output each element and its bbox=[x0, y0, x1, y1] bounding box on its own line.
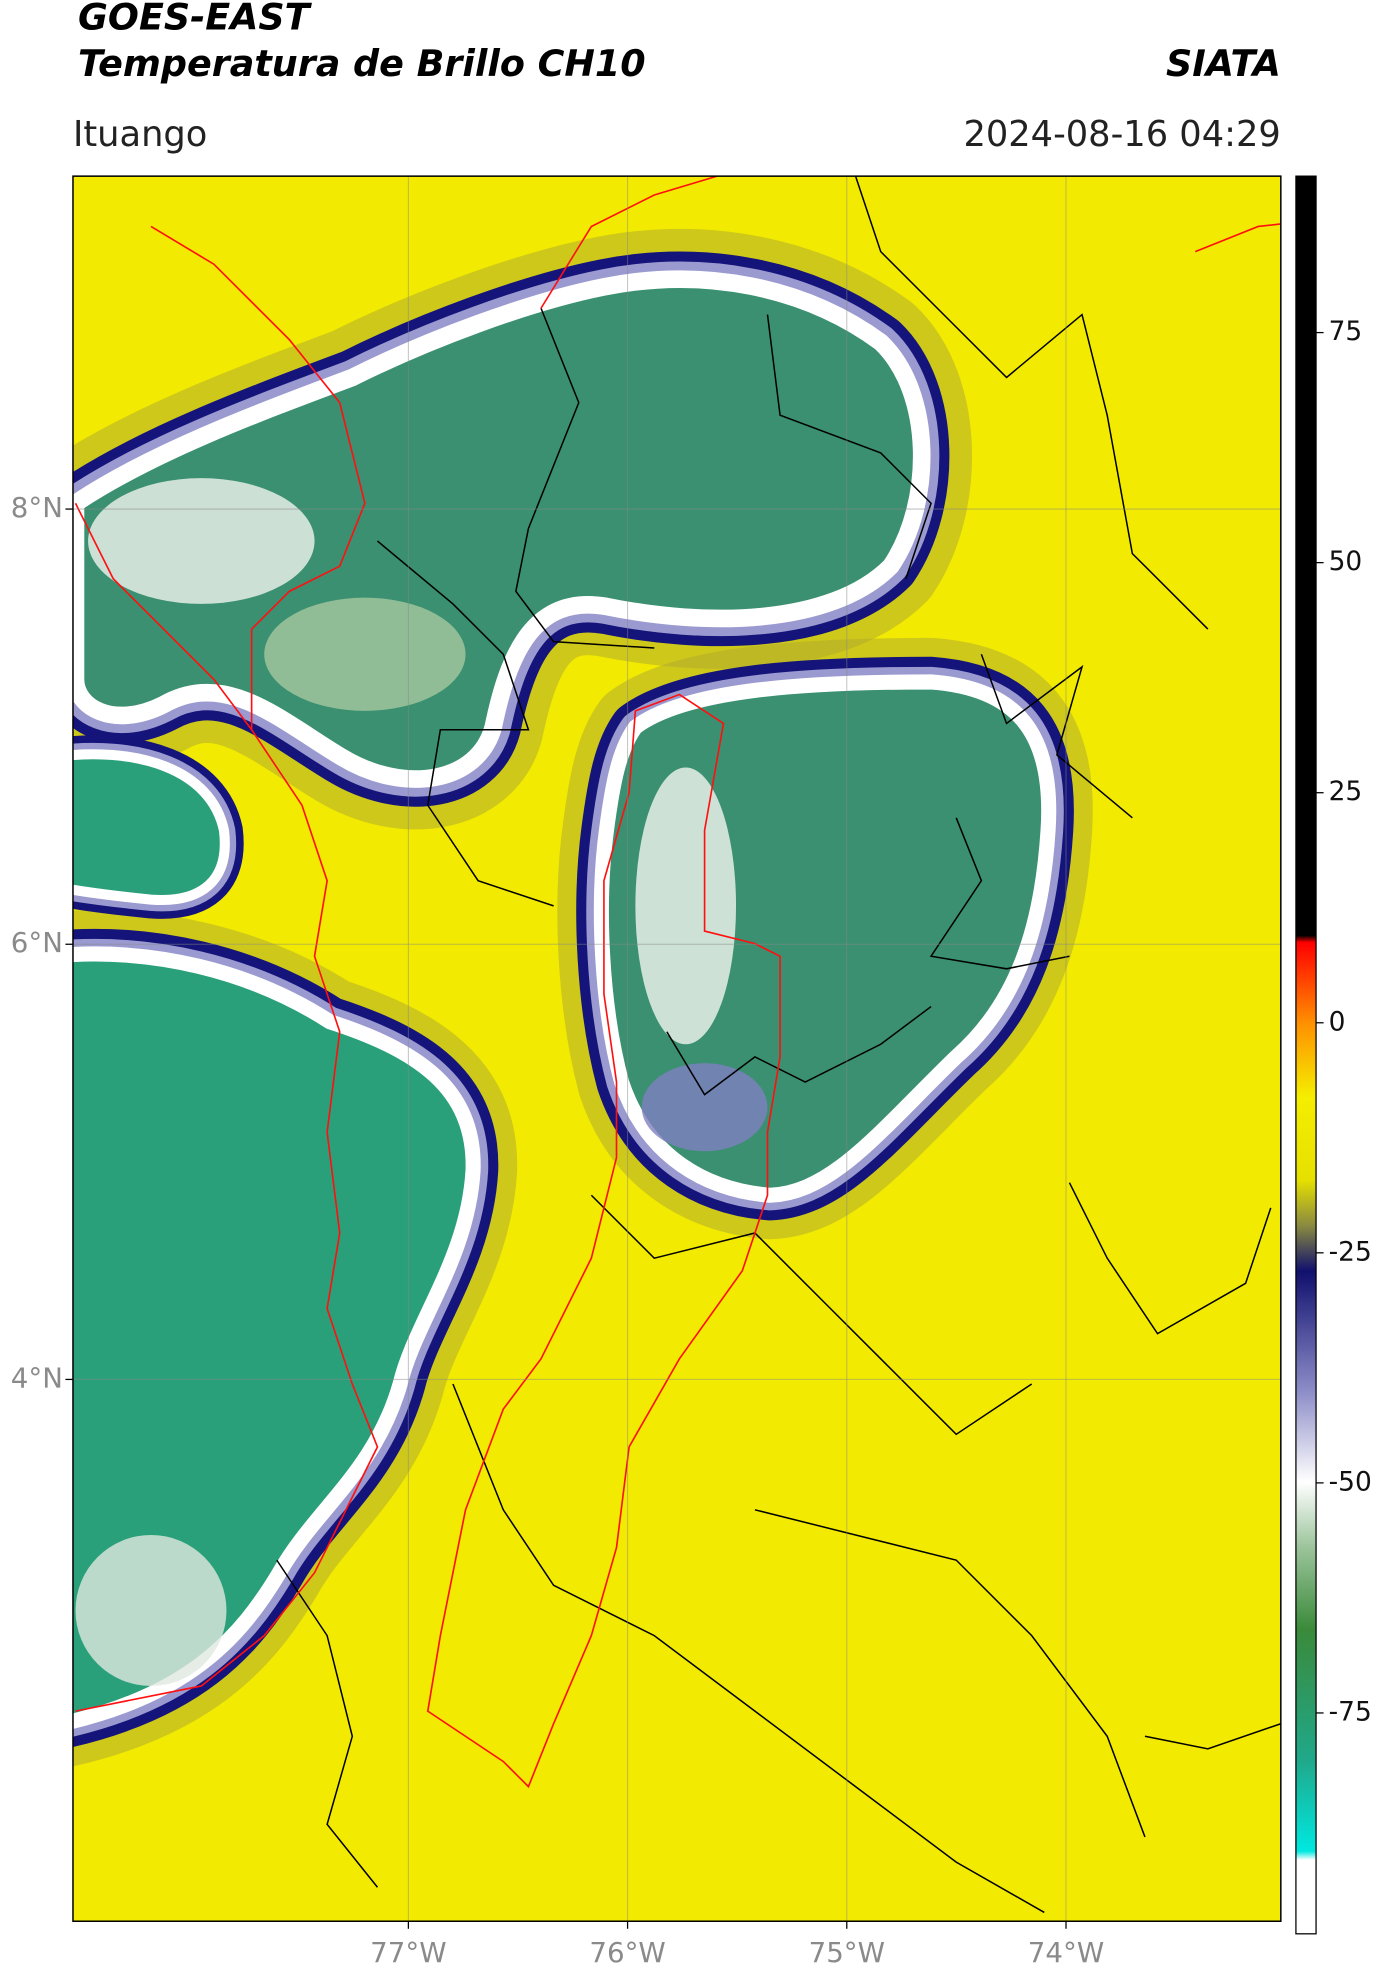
x-tick-label: 75°W bbox=[809, 1936, 885, 1969]
x-tick-label: 74°W bbox=[1028, 1936, 1104, 1969]
colorbar-tick-label: -50 bbox=[1329, 1466, 1372, 1497]
location: Ituango bbox=[73, 114, 207, 155]
y-tick-label: 4°N bbox=[11, 1361, 63, 1394]
subtitle: Temperatura de Brillo CH10 bbox=[78, 42, 646, 85]
datetime: 2024-08-16 04:29 bbox=[963, 114, 1280, 155]
x-tick-label: 77°W bbox=[370, 1936, 446, 1969]
title: GOES-EAST bbox=[78, 0, 313, 38]
department-borders bbox=[74, 176, 1281, 1789]
y-tick-label: 8°N bbox=[11, 491, 63, 524]
colorbar-tick-label: 50 bbox=[1329, 546, 1363, 577]
colorbar-tick-label: 75 bbox=[1329, 316, 1363, 347]
graticule bbox=[72, 176, 1281, 1922]
y-tick-label: 6°N bbox=[11, 926, 63, 959]
map-image bbox=[50, 176, 1281, 1922]
source: SIATA bbox=[1166, 42, 1281, 85]
map-frame bbox=[72, 175, 1282, 1922]
borders bbox=[276, 176, 1281, 1914]
colorbar bbox=[1295, 175, 1317, 1935]
colorbar-tick-label: 25 bbox=[1329, 776, 1363, 807]
x-tick-label: 76°W bbox=[589, 1936, 665, 1969]
colorbar-tick-label: 0 bbox=[1329, 1006, 1346, 1037]
cloud-tops bbox=[50, 279, 1048, 1726]
colorbar-tick-label: -25 bbox=[1329, 1236, 1372, 1267]
colorbar-tick-label: -75 bbox=[1329, 1696, 1372, 1727]
